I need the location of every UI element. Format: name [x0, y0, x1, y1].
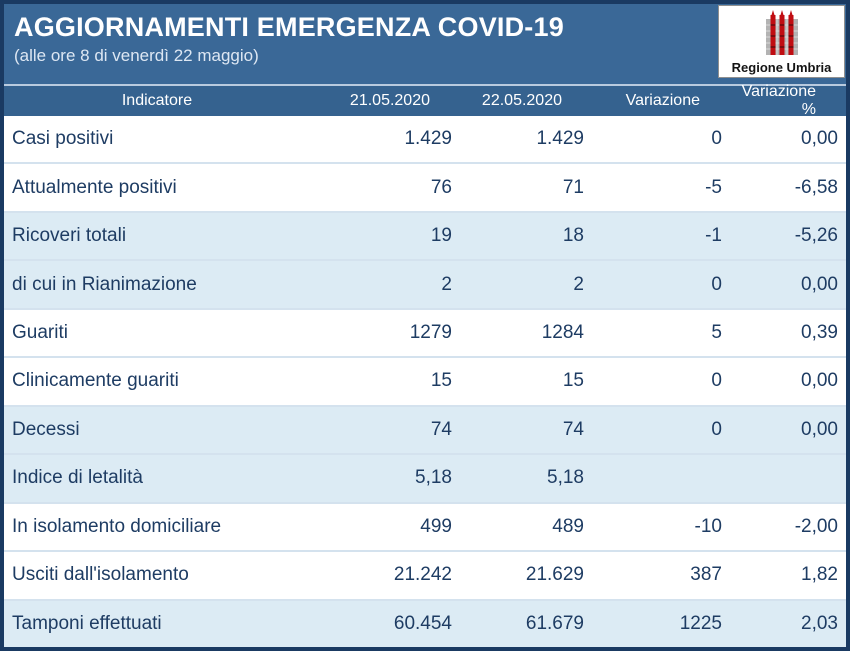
column-header-variation: Variazione [625, 92, 700, 109]
table-row: Guariti 1279 1284 5 0,39 [4, 307, 846, 357]
regione-umbria-logo: Regione Umbria [718, 5, 845, 78]
row-label: di cui in Rianimazione [12, 273, 197, 295]
row-label: Clinicamente guariti [12, 370, 179, 392]
logo-label: Regione Umbria [731, 60, 832, 75]
row-label: Tamponi effettuati [12, 612, 162, 634]
value-variation: -1 [705, 225, 722, 247]
value-22-05-2020: 1284 [541, 322, 584, 344]
value-variation-pct: -6,58 [794, 176, 838, 198]
value-variation: -10 [694, 515, 722, 537]
value-variation-pct: 0,00 [801, 370, 838, 392]
value-21-05-2020: 19 [430, 225, 452, 247]
table-row: Indice di letalità 5,18 5,18 [4, 453, 846, 502]
value-variation: 5 [711, 322, 722, 344]
row-label: In isolamento domiciliare [12, 515, 222, 537]
value-variation: 0 [711, 273, 722, 295]
value-22-05-2020: 61.679 [525, 612, 584, 634]
row-label: Indice di letalità [12, 467, 143, 489]
value-21-05-2020: 60.454 [393, 612, 452, 634]
row-label: Guariti [12, 322, 68, 344]
title-bar: AGGIORNAMENTI EMERGENZA COVID-19 (alle o… [4, 4, 846, 84]
value-22-05-2020: 74 [562, 418, 584, 440]
column-header-variation-pct: Variazione % [741, 83, 816, 118]
value-variation: -5 [705, 176, 722, 198]
value-22-05-2020: 15 [562, 370, 584, 392]
value-22-05-2020: 5,18 [547, 467, 584, 489]
value-21-05-2020: 1279 [409, 322, 452, 344]
row-label: Decessi [12, 418, 80, 440]
value-22-05-2020: 489 [552, 515, 584, 537]
value-variation-pct: 0,00 [801, 128, 838, 150]
value-variation: 0 [711, 128, 722, 150]
row-label: Usciti dall'isolamento [12, 564, 189, 586]
value-variation: 0 [711, 370, 722, 392]
page-title: AGGIORNAMENTI EMERGENZA COVID-19 [14, 12, 564, 42]
column-header-date-2: 22.05.2020 [481, 92, 562, 109]
page-subtitle: (alle ore 8 di venerdì 22 maggio) [14, 46, 259, 66]
value-22-05-2020: 71 [562, 176, 584, 198]
value-variation-pct: 1,82 [801, 564, 838, 586]
row-label: Casi positivi [12, 128, 114, 150]
table-row: Decessi 74 74 0 0,00 [4, 404, 846, 454]
value-21-05-2020: 2 [441, 273, 452, 295]
value-21-05-2020: 21.242 [393, 564, 452, 586]
value-variation: 387 [690, 564, 722, 586]
table-row: In isolamento domiciliare 499 489 -10 -2,00 [4, 501, 846, 551]
umbria-ceri-emblem-icon [765, 10, 798, 55]
value-variation-pct: -5,26 [794, 225, 838, 247]
value-21-05-2020: 5,18 [415, 467, 452, 489]
value-21-05-2020: 499 [420, 515, 452, 537]
value-variation-pct: 0,00 [801, 418, 838, 440]
value-variation-pct: 0,39 [801, 322, 838, 344]
value-22-05-2020: 1.429 [536, 128, 584, 150]
value-22-05-2020: 18 [562, 225, 584, 247]
value-21-05-2020: 1.429 [404, 128, 452, 150]
value-variation-pct: 0,00 [801, 273, 838, 295]
table-row: Casi positivi 1.429 1.429 0 0,00 [4, 116, 846, 163]
row-label: Ricoveri totali [12, 225, 127, 247]
table-header-row: Indicatore 21.05.2020 22.05.2020 Variazi… [4, 83, 846, 118]
title-block: AGGIORNAMENTI EMERGENZA COVID-19 (alle o… [4, 4, 564, 84]
table-row: di cui in Rianimazione 2 2 0 0,00 [4, 259, 846, 308]
value-variation: 1225 [679, 612, 722, 634]
table-row: Usciti dall'isolamento 21.242 21.629 387 1,8… [4, 550, 846, 599]
column-header-indicatore: Indicatore [121, 92, 193, 109]
value-21-05-2020: 76 [430, 176, 452, 198]
table-body: Casi positivi 1.429 1.429 0 0,00 Attualmente … [4, 116, 846, 647]
column-header-date-1: 21.05.2020 [349, 92, 430, 109]
value-21-05-2020: 74 [430, 418, 452, 440]
value-21-05-2020: 15 [430, 370, 452, 392]
value-variation-pct: 2,03 [801, 612, 838, 634]
row-label: Attualmente positivi [12, 176, 177, 198]
table-row: Attualmente positivi 76 71 -5 -6,58 [4, 162, 846, 211]
value-variation-pct: -2,00 [794, 515, 838, 537]
table-row: Ricoveri totali 19 18 -1 -5,26 [4, 210, 846, 260]
value-variation: 0 [711, 418, 722, 440]
table-row: Tamponi effettuati 60.454 61.679 1225 2,03 [4, 598, 846, 647]
value-22-05-2020: 2 [573, 273, 584, 295]
table-row: Clinicamente guariti 15 15 0 0,00 [4, 356, 846, 405]
value-22-05-2020: 21.629 [525, 564, 584, 586]
